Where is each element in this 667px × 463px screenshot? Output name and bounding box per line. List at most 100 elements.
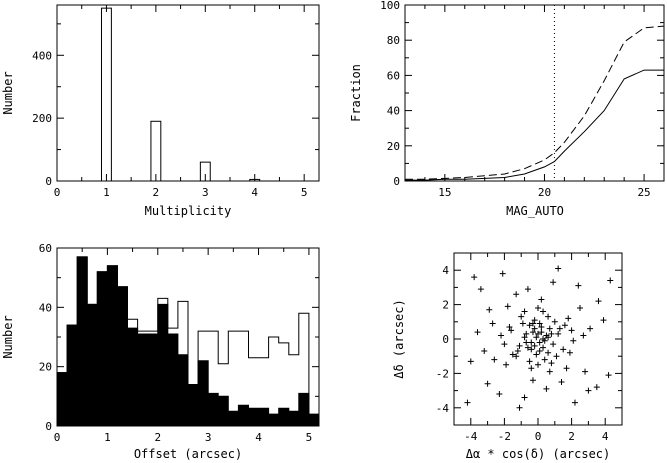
astrometry-point bbox=[529, 320, 536, 327]
astrometry-point bbox=[545, 349, 552, 356]
astrometry-point bbox=[595, 298, 602, 305]
astrometry-point bbox=[558, 379, 565, 385]
astrometry-point bbox=[491, 356, 498, 363]
astrometry-point bbox=[501, 341, 508, 348]
astrometry-point bbox=[546, 325, 553, 332]
multiplicity-frame bbox=[56, 4, 320, 182]
x-tick-label: 5 bbox=[301, 186, 308, 199]
astrometry-point bbox=[513, 291, 520, 298]
x-tick-label: 3 bbox=[205, 431, 212, 444]
astrometry-point bbox=[535, 330, 541, 337]
multiplicity-axes: 0 1 2 3 4 5 0 200 400 bbox=[32, 5, 319, 199]
astrometry-point bbox=[467, 358, 474, 365]
x-tick-label: 1 bbox=[104, 431, 111, 444]
x-tick-label: 4 bbox=[251, 186, 258, 199]
astrometry-point bbox=[526, 358, 533, 365]
astrometry-point bbox=[540, 308, 547, 315]
offset-histograms bbox=[56, 256, 320, 427]
y-tick-label: 0 bbox=[45, 420, 52, 433]
x-tick-label: -2 bbox=[498, 430, 511, 443]
astrometry-point bbox=[523, 330, 530, 337]
astrometry-point bbox=[535, 305, 541, 312]
astrometry-point bbox=[529, 329, 536, 336]
astrometry-point bbox=[464, 399, 471, 406]
y-tick-label: 0 bbox=[393, 175, 400, 188]
y-tick-label: 80 bbox=[387, 34, 400, 47]
astrometry-point bbox=[513, 353, 520, 360]
astrometry-point bbox=[521, 334, 528, 341]
astrometry-ylabel: Δδ (arcsec) bbox=[392, 299, 406, 378]
astrometry-point bbox=[556, 325, 563, 332]
offset-open-histogram bbox=[56, 256, 310, 426]
y-tick-label: 20 bbox=[387, 140, 400, 153]
astrometry-point bbox=[541, 356, 548, 363]
x-tick-label: -4 bbox=[464, 430, 478, 443]
y-tick-label: 40 bbox=[387, 105, 400, 118]
astrometry-point bbox=[524, 286, 531, 293]
astrometry-point bbox=[587, 325, 594, 332]
y-tick-label: 20 bbox=[39, 361, 52, 374]
astrometry-point bbox=[565, 315, 572, 322]
astrometry-point bbox=[526, 322, 533, 329]
x-tick-label: 2 bbox=[568, 430, 575, 443]
offset-panel: 0 1 2 3 4 5 0 20 40 60 Offset (arcsec) Number bbox=[1, 242, 320, 461]
astrometry-point bbox=[605, 372, 612, 379]
astrometry-point bbox=[533, 351, 540, 358]
x-tick-label: 1 bbox=[103, 186, 110, 199]
y-tick-label: 40 bbox=[39, 301, 52, 314]
fraction-lines bbox=[405, 5, 665, 181]
astrometry-point bbox=[555, 330, 562, 337]
astrometry-point bbox=[545, 313, 552, 320]
fraction-line-solid bbox=[405, 69, 664, 181]
astrometry-point bbox=[546, 368, 553, 375]
astrometry-point bbox=[528, 346, 535, 353]
astrometry-point bbox=[514, 348, 521, 355]
multiplicity-ylabel: Number bbox=[1, 71, 15, 114]
astrometry-axes: -4 -2 0 2 4 -4 -2 0 2 4 bbox=[436, 252, 623, 443]
astrometry-point bbox=[477, 286, 484, 293]
astrometry-point bbox=[489, 320, 496, 327]
astrometry-point bbox=[571, 399, 578, 406]
astrometry-point bbox=[548, 330, 555, 337]
astrometry-point bbox=[481, 348, 488, 355]
astrometry-point bbox=[553, 353, 560, 360]
y-tick-label: -2 bbox=[436, 367, 449, 380]
astrometry-point bbox=[524, 344, 531, 351]
multiplicity-bar bbox=[100, 7, 112, 182]
fraction-ylabel: Fraction bbox=[349, 64, 363, 122]
astrometry-point bbox=[536, 339, 543, 346]
astrometry-panel: -4 -2 0 2 4 -4 -2 0 2 4 Δα * cos(δ) (arcsec) Δδ (… bbox=[392, 252, 623, 461]
astrometry-point bbox=[535, 361, 541, 368]
x-tick-label: 25 bbox=[637, 186, 650, 199]
astrometry-point bbox=[538, 323, 545, 330]
astrometry-point bbox=[531, 342, 538, 349]
offset-xlabel: Offset (arcsec) bbox=[134, 447, 242, 461]
astrometry-point bbox=[516, 404, 523, 411]
astrometry-point bbox=[536, 348, 543, 355]
multiplicity-xlabel: Multiplicity bbox=[145, 204, 232, 218]
astrometry-point bbox=[509, 351, 516, 358]
y-tick-label: 60 bbox=[387, 69, 400, 82]
x-tick-label: 3 bbox=[202, 186, 209, 199]
fraction-frame bbox=[404, 4, 665, 182]
y-tick-label: 0 bbox=[442, 333, 449, 346]
astrometry-point bbox=[529, 377, 536, 384]
astrometry-point bbox=[528, 339, 535, 346]
y-tick-label: 60 bbox=[39, 242, 52, 255]
astrometry-point bbox=[528, 365, 535, 372]
astrometry-point bbox=[575, 282, 582, 289]
astrometry-point bbox=[521, 394, 528, 401]
astrometry-point bbox=[531, 325, 538, 332]
astrometry-point bbox=[582, 368, 589, 375]
y-tick-label: -4 bbox=[436, 402, 450, 415]
astrometry-point bbox=[560, 346, 567, 353]
astrometry-point bbox=[545, 334, 552, 341]
x-tick-label: 0 bbox=[535, 430, 542, 443]
astrometry-xlabel: Δα * cos(δ) (arcsec) bbox=[466, 447, 611, 461]
astrometry-point bbox=[471, 274, 478, 281]
y-tick-label: 200 bbox=[32, 112, 52, 125]
y-tick-label: 400 bbox=[32, 49, 52, 62]
astrometry-point bbox=[508, 327, 515, 334]
astrometry-point bbox=[506, 323, 513, 330]
